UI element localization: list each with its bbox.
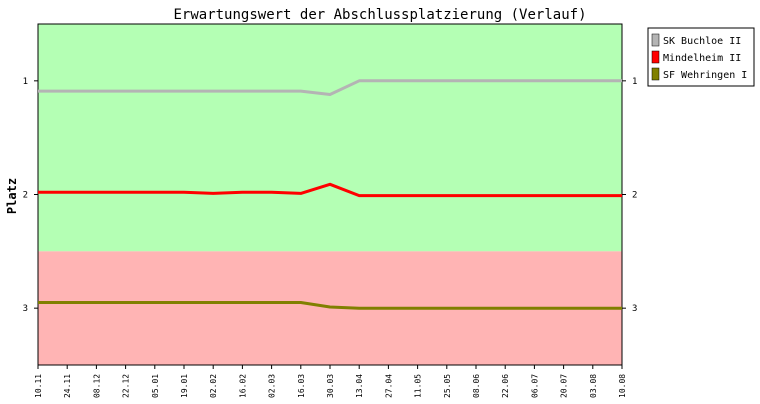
x-tick-label: 30.03 bbox=[326, 374, 335, 398]
x-tick-label: 02.03 bbox=[268, 374, 277, 398]
x-tick-label: 25.05 bbox=[443, 374, 452, 398]
y-tick-label-right: 3 bbox=[632, 304, 637, 314]
x-tick-label: 06.07 bbox=[530, 374, 539, 398]
x-tick-label: 22.12 bbox=[122, 374, 131, 398]
x-tick-label: 22.06 bbox=[501, 374, 510, 398]
legend-entry-2: SF Wehringen I bbox=[663, 70, 747, 81]
x-tick-label: 13.04 bbox=[355, 374, 364, 398]
x-tick-label: 16.02 bbox=[238, 374, 247, 398]
axes-layer: 1 1 2 2 3 3 10.11 24.11 08.12 22.12 05.01 19.01 02.0… bbox=[23, 23, 637, 398]
series-line-0 bbox=[38, 79, 622, 96]
series-layer bbox=[38, 79, 622, 310]
chart-title: Erwartungswert der Abschlussplatzierung … bbox=[173, 7, 586, 23]
y-tick-label-left: 2 bbox=[23, 191, 28, 201]
legend-entry-0: SK Buchloe II bbox=[663, 36, 741, 47]
x-tick-label: 08.06 bbox=[472, 374, 481, 398]
x-tick-label: 10.08 bbox=[618, 374, 627, 398]
x-tick-label: 24.11 bbox=[63, 374, 72, 398]
x-tick-label: 08.12 bbox=[92, 374, 101, 398]
y-tick-label-right: 1 bbox=[632, 77, 637, 87]
legend: SK Buchloe II Mindelheim II SF Wehringen I bbox=[647, 27, 755, 87]
y-tick-label-right: 2 bbox=[632, 191, 637, 201]
x-tick-label: 11.05 bbox=[414, 374, 423, 398]
x-tick-label: 10.11 bbox=[34, 374, 43, 398]
x-tick-label: 20.07 bbox=[560, 374, 569, 398]
x-tick-label: 02.02 bbox=[209, 374, 218, 398]
legend-entry-1: Mindelheim II bbox=[663, 53, 741, 64]
x-tick-label: 19.01 bbox=[180, 374, 189, 398]
series-line-1 bbox=[38, 182, 622, 198]
zone-band-0 bbox=[38, 24, 622, 252]
legend-swatch-0 bbox=[651, 33, 660, 47]
y-tick-label-left: 3 bbox=[23, 304, 28, 314]
x-tick-label: 27.04 bbox=[384, 374, 393, 398]
legend-swatch-1 bbox=[651, 50, 660, 64]
y-axis-label: Platz bbox=[5, 178, 19, 214]
series-line-2 bbox=[38, 301, 622, 310]
x-tick-label: 05.01 bbox=[151, 374, 160, 398]
x-tick-label: 03.08 bbox=[589, 374, 598, 398]
legend-box bbox=[647, 27, 755, 87]
y-tick-label-left: 1 bbox=[23, 77, 28, 87]
x-tick-label: 16.03 bbox=[297, 374, 306, 398]
legend-swatch-2 bbox=[651, 67, 660, 81]
